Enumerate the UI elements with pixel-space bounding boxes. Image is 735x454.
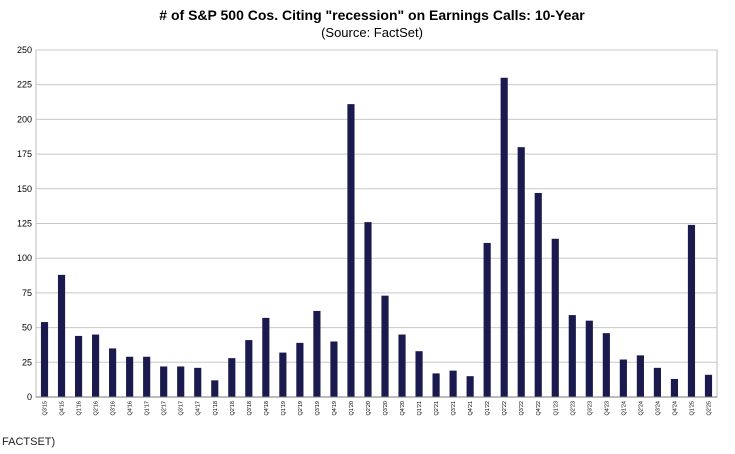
y-tick-label: 125 <box>17 219 32 229</box>
x-axis: Q3'15 Q4'15 Q1'16 Q2'16 Q3'16 Q4'16 Q1'17 Q2'17… <box>36 396 717 416</box>
y-tick-label: 175 <box>17 149 32 159</box>
bar <box>347 104 355 397</box>
x-tick-label: Q2'18 <box>230 401 236 416</box>
bars <box>40 77 713 397</box>
bar <box>211 380 219 397</box>
x-tick-label: Q3'23 <box>587 401 593 416</box>
bar <box>585 320 593 397</box>
bar <box>704 374 713 397</box>
bar <box>330 341 338 397</box>
x-tick-label: Q3'22 <box>519 401 525 416</box>
y-tick-label: 0 <box>27 392 32 402</box>
x-tick-label: Q4'21 <box>468 401 474 416</box>
x-tick-label: Q1'24 <box>621 401 627 416</box>
bar <box>109 348 117 397</box>
bar-chart: # of S&P 500 Cos. Citing "recession" on … <box>17 7 718 416</box>
x-tick-label: Q4'20 <box>400 401 406 416</box>
x-tick-label: Q2'24 <box>638 401 644 416</box>
bar <box>500 77 508 397</box>
x-tick-label: Q1'16 <box>77 401 83 416</box>
x-tick-label: Q2'23 <box>570 401 576 416</box>
x-tick-label: Q1'23 <box>553 401 559 416</box>
x-tick-label: Q1'18 <box>213 401 219 416</box>
bar <box>568 315 576 397</box>
x-tick-label: Q2'22 <box>502 401 508 416</box>
x-tick-label: Q4'17 <box>196 401 202 416</box>
x-tick-label: Q4'15 <box>60 401 66 416</box>
x-tick-label: Q4'19 <box>332 401 338 416</box>
y-tick-label: 100 <box>17 253 32 263</box>
bar <box>653 367 661 397</box>
bar <box>228 358 236 397</box>
chart-frame: # of S&P 500 Cos. Citing "recession" on … <box>16 7 718 416</box>
bar <box>670 378 679 397</box>
x-tick-label: Q2'17 <box>162 401 168 416</box>
x-tick-label: Q2'16 <box>94 401 100 416</box>
y-tick-label: 25 <box>22 357 32 367</box>
bar <box>602 333 610 397</box>
x-tick-label: Q1'25 <box>689 401 695 416</box>
x-tick-label: Q4'22 <box>536 401 542 416</box>
x-tick-label: Q1'20 <box>349 401 355 416</box>
x-tick-label: Q4'16 <box>128 401 134 416</box>
x-tick-label: Q3'21 <box>451 401 457 416</box>
bar <box>57 274 66 397</box>
x-tick-label: Q1'19 <box>281 401 287 416</box>
bar <box>74 335 83 397</box>
bar <box>398 334 406 397</box>
bar <box>296 342 304 397</box>
bar <box>40 322 49 397</box>
bar <box>364 222 372 397</box>
bar <box>466 376 474 397</box>
x-tick-label: Q3'15 <box>43 401 49 416</box>
bar <box>636 355 644 397</box>
x-tick-label: Q2'20 <box>366 401 372 416</box>
bar <box>177 366 185 397</box>
y-axis: 0 25 50 75 100 125 150 175 200 225 250 <box>17 45 32 402</box>
x-tick-label: Q1'22 <box>485 401 491 416</box>
x-tick-label: Q3'24 <box>655 401 661 416</box>
bar <box>381 295 389 397</box>
x-tick-label: Q4'23 <box>604 401 610 416</box>
bar <box>262 317 270 397</box>
bar <box>432 373 440 397</box>
x-tick-label: Q2'21 <box>434 401 440 416</box>
bar <box>449 370 457 397</box>
y-tick-label: 200 <box>17 114 32 124</box>
x-tick-label: Q4'24 <box>672 401 678 416</box>
bar <box>245 340 253 397</box>
x-tick-label: Q1'17 <box>145 401 151 416</box>
bar <box>143 356 151 397</box>
bar <box>313 310 321 397</box>
x-tick-label: Q2'19 <box>298 401 304 416</box>
bar <box>194 367 202 397</box>
x-tick-label: Q3'16 <box>111 401 117 416</box>
bar <box>619 359 627 397</box>
bar <box>126 356 134 397</box>
bar <box>534 192 542 397</box>
bar <box>160 366 168 397</box>
bar <box>279 352 287 397</box>
x-tick-label: Q2'25 <box>706 401 712 416</box>
chart-subtitle: (Source: FactSet) <box>321 25 423 40</box>
x-tick-label: Q3'20 <box>383 401 389 416</box>
bar <box>517 147 525 397</box>
y-tick-label: 150 <box>17 184 32 194</box>
bar <box>415 351 423 397</box>
x-tick-label: Q1'21 <box>417 401 423 416</box>
x-tick-label: Q3'19 <box>315 401 321 416</box>
bar <box>551 238 559 397</box>
footer-caption: FACTSET) <box>2 436 56 448</box>
bar <box>483 242 491 397</box>
x-tick-label: Q3'18 <box>247 401 253 416</box>
x-tick-label: Q3'17 <box>179 401 185 416</box>
y-tick-label: 250 <box>17 45 32 55</box>
bar <box>687 224 696 397</box>
x-tick-label: Q4'18 <box>264 401 270 416</box>
y-tick-label: 50 <box>22 323 32 333</box>
y-tick-label: 225 <box>17 80 32 90</box>
y-tick-label: 75 <box>22 288 32 298</box>
bar <box>92 334 100 397</box>
chart-title: # of S&P 500 Cos. Citing "recession" on … <box>159 7 585 23</box>
